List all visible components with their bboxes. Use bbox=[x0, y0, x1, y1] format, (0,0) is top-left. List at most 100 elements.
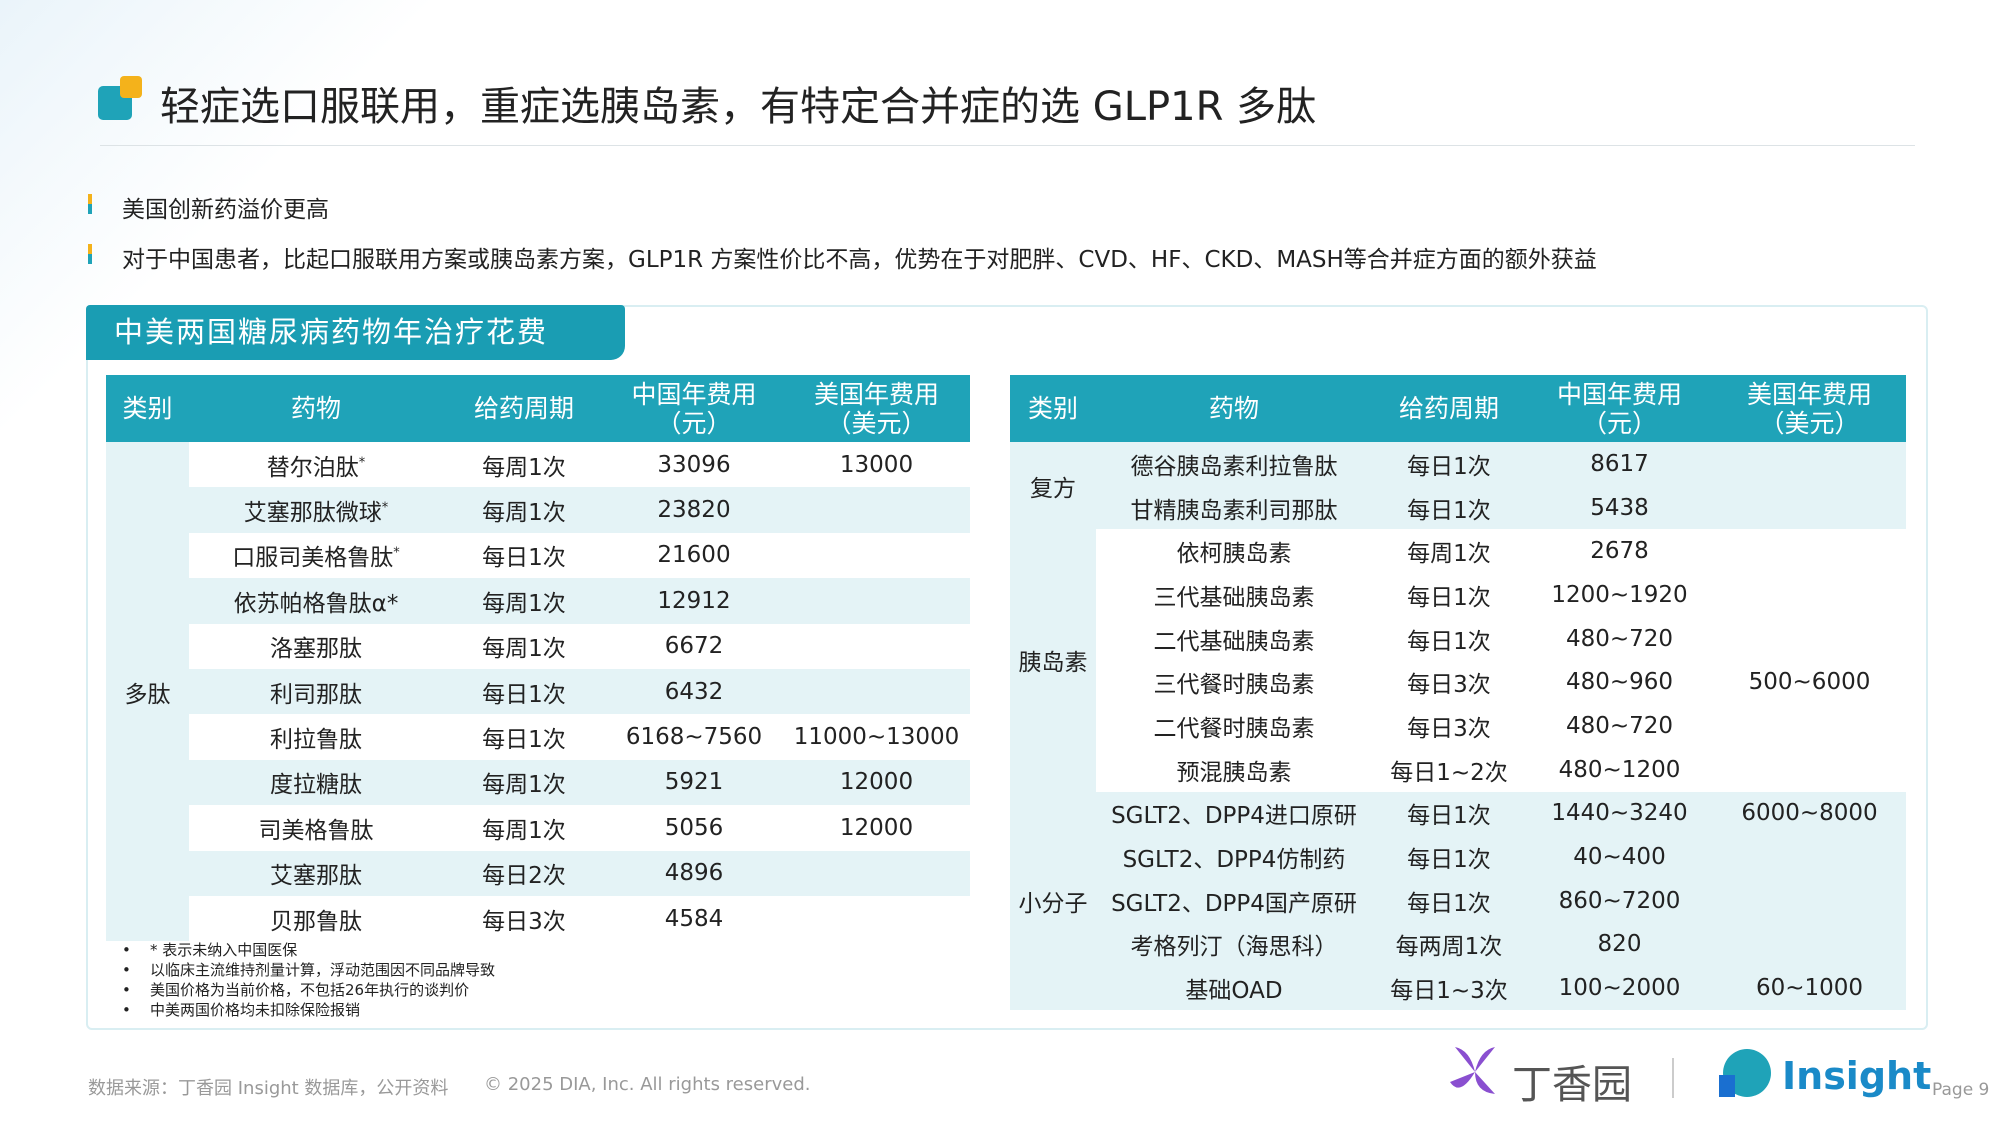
cn-cost-cell: 1440~3240 bbox=[1526, 791, 1713, 836]
drug-mark: * bbox=[381, 500, 389, 516]
drug-name: 依苏帕格鲁肽α* bbox=[233, 590, 399, 617]
header-name: 药物 bbox=[1208, 394, 1259, 423]
period-cell: 每日1次 bbox=[1372, 485, 1526, 530]
period-cell: 每两周1次 bbox=[1372, 922, 1526, 967]
header-cell: 类别 bbox=[106, 375, 189, 442]
period-cell: 每日1次 bbox=[482, 727, 566, 754]
page-number: Page 9 bbox=[1932, 1080, 1990, 1100]
drug-cell: 口服司美格鲁肽* bbox=[189, 533, 443, 578]
drug-cell: 考格列汀（海思科） bbox=[1096, 922, 1372, 967]
drug-cell: 司美格鲁肽 bbox=[189, 805, 443, 850]
cn-cost-cell: 1200~1920 bbox=[1551, 581, 1688, 608]
logo2: Insight bbox=[1782, 1054, 1932, 1098]
header-cell: 药物 bbox=[189, 375, 443, 442]
drug-name: 司美格鲁肽 bbox=[258, 817, 374, 844]
header-cell: 给药周期 bbox=[1372, 375, 1526, 442]
us-cost-cell bbox=[783, 487, 970, 533]
period-cell: 每日1次 bbox=[1407, 628, 1491, 655]
drug-name: 三代餐时胰岛素 bbox=[1153, 672, 1315, 699]
logo2-icon bbox=[1719, 1049, 1771, 1097]
table-row: 利司那肽 每日1次 6432 bbox=[106, 668, 970, 715]
table-row: 洛塞那肽 每周1次 6672 bbox=[106, 624, 970, 669]
note: * 表示未纳入中国医保 bbox=[122, 940, 495, 960]
drug-mark: * bbox=[358, 455, 366, 471]
table-row: 利拉鲁肽 每日1次 6168~7560 11000~13000 bbox=[106, 714, 970, 759]
table-row: 胰岛素 依柯胰岛素 每周1次 2678 bbox=[1010, 529, 1906, 792]
table-row: 司美格鲁肽 每周1次 5056 12000 bbox=[106, 805, 970, 850]
drug-name: 依柯胰岛素 bbox=[1176, 541, 1292, 568]
us-cost-cell bbox=[783, 624, 970, 669]
drug-cell: SGLT2、DPP4国产原研 bbox=[1096, 878, 1372, 923]
cn-cost-cell: 100~2000 bbox=[1526, 966, 1713, 1010]
header-name: 给药周期 bbox=[1398, 394, 1499, 423]
us-cost-cell bbox=[1713, 878, 1906, 923]
drug-name: SGLT2、DPP4仿制药 bbox=[1122, 847, 1346, 874]
drug-cell: 利司那肽 bbox=[189, 668, 443, 715]
table-row: 口服司美格鲁肽* 每日1次 21600 bbox=[106, 533, 970, 578]
header-name: 美国年费用 bbox=[1746, 379, 1872, 409]
cn-cost-cell: 23820 bbox=[605, 487, 783, 533]
cn-cost-cell: 33096 bbox=[657, 451, 731, 478]
period-cell: 每周1次 bbox=[482, 636, 566, 663]
drug-name: 预混胰岛素 bbox=[1176, 759, 1292, 786]
drug-name: 替尔泊肽 bbox=[266, 454, 359, 481]
drug-name: 利拉鲁肽 bbox=[270, 727, 362, 754]
table-row: 贝那鲁肽 每日3次 4584 bbox=[106, 896, 970, 941]
cn-cost-cell: 6432 bbox=[605, 668, 783, 715]
drug-cell: 预混胰岛素 bbox=[1096, 748, 1372, 792]
cn-cost-cell: 21600 bbox=[657, 542, 731, 569]
table-row: 依苏帕格鲁肽α* 每周1次 12912 bbox=[106, 578, 970, 624]
logo1: 丁香园 bbox=[1512, 1062, 1632, 1108]
us-cost-cell bbox=[1713, 529, 1906, 573]
us-cost-cell bbox=[783, 578, 970, 624]
cn-cost-cell: 5056 bbox=[664, 814, 724, 841]
drug-name: SGLT2、DPP4国产原研 bbox=[1111, 890, 1357, 917]
divider bbox=[100, 145, 1915, 146]
drug-name: 基础OAD bbox=[1185, 978, 1283, 1005]
header-cell: 类别 bbox=[1010, 375, 1096, 442]
drug-cell: SGLT2、DPP4仿制药 bbox=[1096, 835, 1372, 879]
drug-name: 三代基础胰岛素 bbox=[1153, 584, 1315, 611]
drug-cell: 依苏帕格鲁肽α* bbox=[189, 578, 443, 624]
drug-name: 艾塞那肽 bbox=[270, 863, 362, 890]
period-cell: 每周1次 bbox=[1407, 541, 1491, 568]
drug-name: 艾塞那肽微球 bbox=[243, 500, 382, 527]
panel bbox=[86, 305, 1928, 1030]
us-cost-cell bbox=[1713, 573, 1906, 617]
drug-name: 口服司美格鲁肽 bbox=[232, 545, 394, 572]
header-unit: （元） bbox=[1581, 408, 1657, 438]
us-cost-cell bbox=[783, 668, 970, 715]
table-row: 小分子 SGLT2、DPP4进口原研 每日1次 1440~3240 6000~8000 bbox=[1010, 791, 1906, 1010]
header-cell: 给药周期 bbox=[443, 375, 605, 442]
header-cell: 药物 bbox=[1096, 375, 1372, 442]
table-row: 复方 德谷胰岛素利拉鲁肽 每日1次 8617 bbox=[1010, 442, 1906, 530]
period-cell: 每日1次 bbox=[1372, 791, 1526, 836]
drug-name: 贝那鲁肽 bbox=[270, 908, 362, 935]
header-name: 中国年费用 bbox=[631, 379, 757, 409]
cn-cost-cell: 5921 bbox=[605, 759, 783, 806]
period-cell: 每周1次 bbox=[443, 759, 605, 806]
us-cost-cell bbox=[1713, 442, 1906, 486]
header-row: 类别 药物 给药周期 中国年费用 （元） 美国年费用 （美元） bbox=[106, 375, 970, 442]
table-row: 三代餐时胰岛素 每日3次 480~960 500~6000 bbox=[1010, 660, 1906, 704]
drug-cell: 基础OAD bbox=[1096, 966, 1372, 1010]
header-row: 类别 药物 给药周期 中国年费用 （元） 美国年费用 （美元） bbox=[1010, 375, 1906, 442]
period-cell: 每周1次 bbox=[443, 487, 605, 533]
drug-cell: 度拉糖肽 bbox=[189, 759, 443, 806]
drug-name: 度拉糖肽 bbox=[270, 772, 362, 799]
period-cell: 每周1次 bbox=[443, 578, 605, 624]
period-cell: 每周1次 bbox=[482, 817, 566, 844]
notes: * 表示未纳入中国医保以临床主流维持剂量计算，浮动范围因不同品牌导致美国价格为当… bbox=[122, 940, 495, 1020]
period-cell: 每日1次 bbox=[1372, 878, 1526, 923]
period-cell: 每日3次 bbox=[1407, 672, 1491, 699]
drug-mark: * bbox=[393, 545, 400, 561]
period-cell: 每日3次 bbox=[1407, 715, 1491, 742]
period-cell: 每日1~3次 bbox=[1372, 966, 1526, 1010]
cn-cost-cell: 12912 bbox=[605, 578, 783, 624]
drug-name: 利司那肽 bbox=[270, 681, 362, 708]
us-cost-cell bbox=[1713, 922, 1906, 967]
drug-cell: 德谷胰岛素利拉鲁肽 bbox=[1096, 442, 1372, 486]
period-cell: 每日1次 bbox=[443, 668, 605, 715]
us-cost-cell: 60~1000 bbox=[1713, 966, 1906, 1010]
us-cost-cell: 11000~13000 bbox=[793, 724, 960, 751]
